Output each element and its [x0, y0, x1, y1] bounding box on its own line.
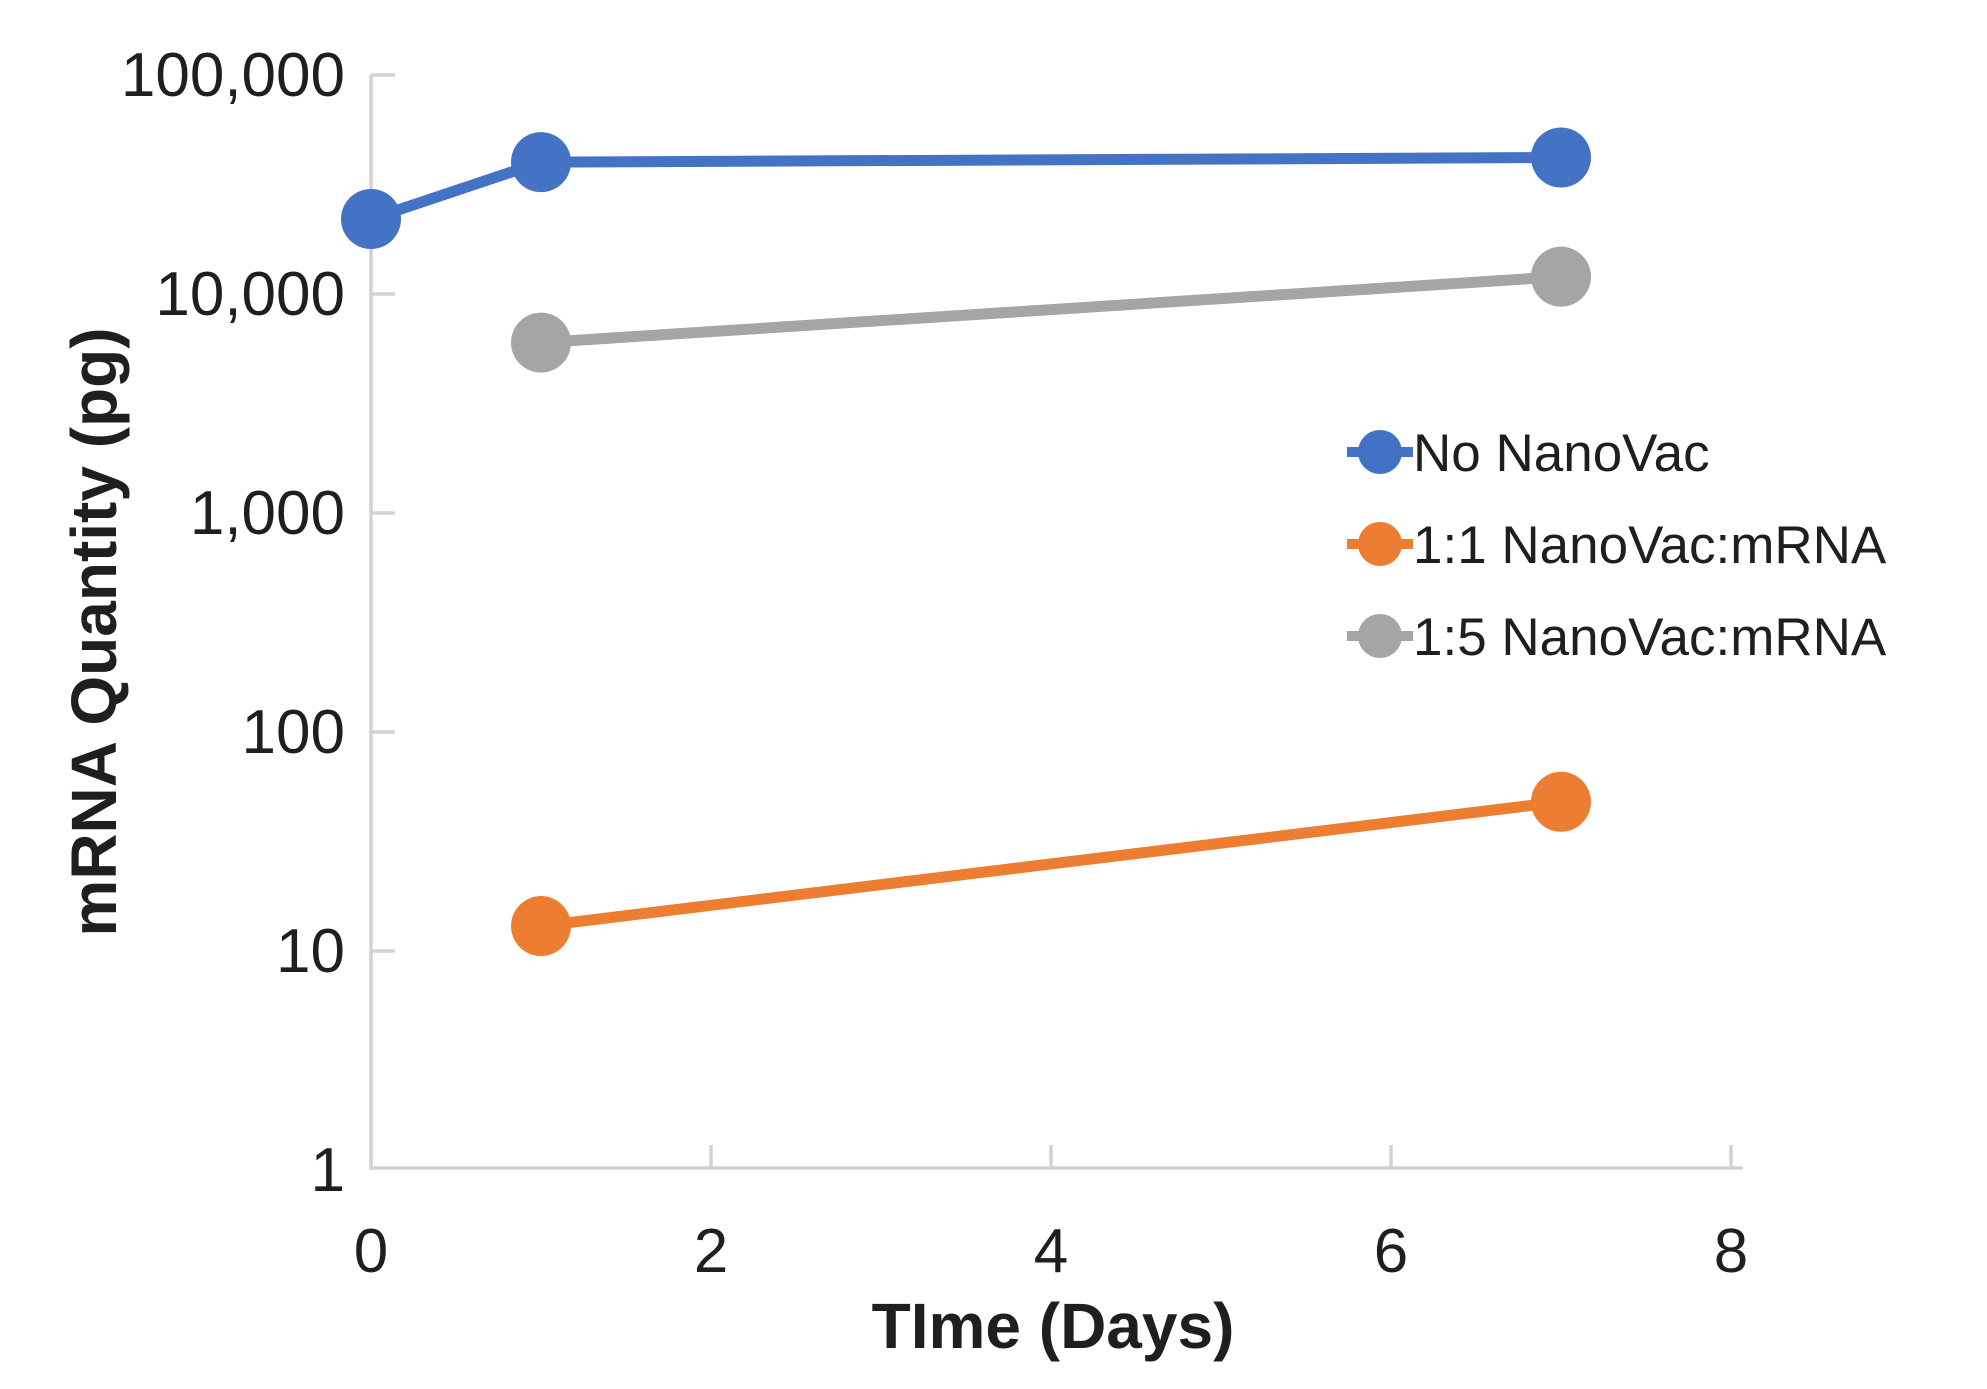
legend-item: No NanoVac [1347, 424, 1710, 483]
data-point-marker [1531, 246, 1591, 307]
legend-marker-icon [1358, 430, 1402, 474]
series-no-nanovac [341, 127, 1591, 250]
series-line [535, 271, 1567, 349]
y-axis-tick-labels: 1 10 100 1,000 10,000 100,000 [121, 41, 345, 1205]
x-tick-label: 2 [694, 1217, 728, 1286]
legend-item: 1:1 NanoVac:mRNA [1347, 516, 1887, 575]
legend-label: 1:1 NanoVac:mRNA [1413, 516, 1887, 575]
axes [369, 73, 1743, 1170]
y-tick-label: 1 [311, 1136, 345, 1205]
x-tick-label: 8 [1714, 1217, 1748, 1286]
x-axis-title: TIme (Days) [872, 1290, 1235, 1362]
x-tick-label: 0 [354, 1217, 388, 1286]
data-point-marker [1531, 127, 1591, 188]
legend: No NanoVac 1:1 NanoVac:mRNA 1:5 NanoVac:mR… [1347, 424, 1887, 667]
legend-label: 1:5 NanoVac:mRNA [1413, 608, 1887, 667]
y-tick-label: 10 [276, 917, 345, 986]
y-tick-label: 100 [242, 698, 345, 767]
data-series [341, 127, 1591, 957]
y-tick-label: 100,000 [121, 41, 345, 110]
x-tick-label: 6 [1374, 1217, 1408, 1286]
x-axis-tick-labels: 0 2 4 6 8 [354, 1217, 1748, 1286]
legend-marker-icon [1358, 522, 1402, 566]
data-point-marker [511, 312, 571, 373]
legend-item: 1:5 NanoVac:mRNA [1347, 608, 1887, 667]
y-axis-title: mRNA Quantity (pg) [58, 327, 130, 936]
series-1-1-nanovac-mrna [511, 771, 1591, 957]
legend-label: No NanoVac [1413, 424, 1710, 483]
x-tick-label: 4 [1034, 1217, 1068, 1286]
data-point-marker [511, 132, 571, 193]
legend-marker-icon [1358, 614, 1402, 658]
y-tick-label: 1,000 [190, 479, 345, 548]
data-point-marker [1531, 771, 1591, 832]
data-point-marker [511, 896, 571, 957]
data-point-marker [341, 189, 401, 250]
series-1-5-nanovac-mrna [511, 246, 1591, 373]
y-tick-label: 10,000 [155, 260, 345, 329]
series-line [535, 796, 1567, 932]
